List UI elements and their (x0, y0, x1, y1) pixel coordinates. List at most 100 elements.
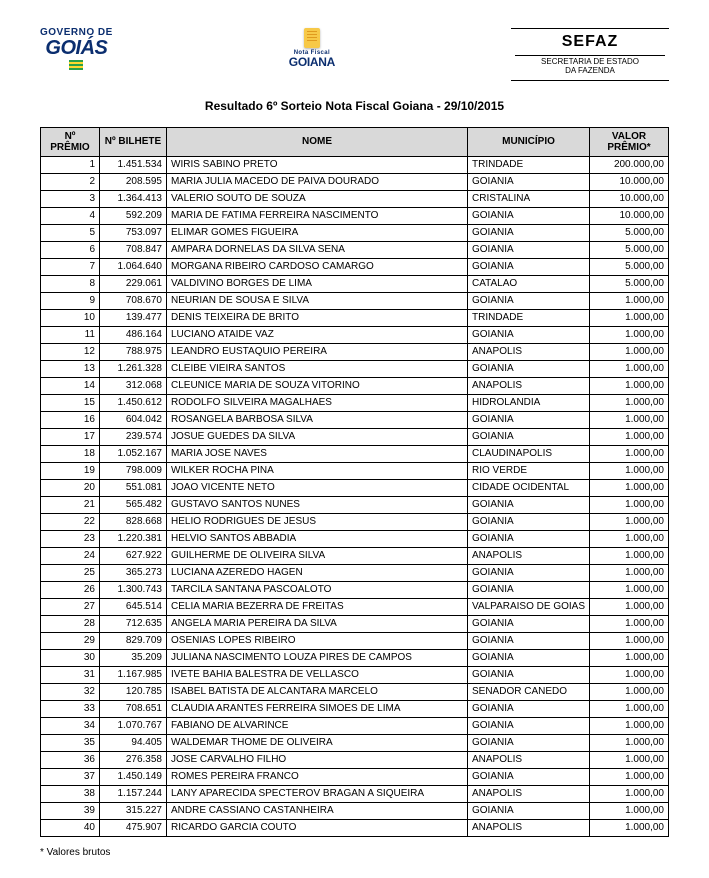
cell-num: 21 (41, 496, 100, 513)
cell-bilhete: 486.164 (100, 326, 167, 343)
cell-mun: GOIANIA (468, 326, 590, 343)
cell-bilhete: 208.595 (100, 173, 167, 190)
col-header-num: Nº PRÊMIO (41, 127, 100, 156)
cell-mun: GOIANIA (468, 717, 590, 734)
cell-valor: 1.000,00 (590, 530, 669, 547)
cell-nome: TARCILA SANTANA PASCOALOTO (167, 581, 468, 598)
cell-nome: MORGANA RIBEIRO CARDOSO CAMARGO (167, 258, 468, 275)
cell-mun: ANAPOLIS (468, 377, 590, 394)
col-header-mun: MUNICÍPIO (468, 127, 590, 156)
table-row: 19798.009WILKER ROCHA PINARIO VERDE1.000… (41, 462, 669, 479)
logo-left-line2: GOIÁS (45, 38, 107, 58)
table-body: 11.451.534WIRIS SABINO PRETOTRINDADE200.… (41, 156, 669, 836)
table-row: 181.052.167MARIA JOSE NAVESCLAUDINAPOLIS… (41, 445, 669, 462)
cell-num: 24 (41, 547, 100, 564)
sefaz-sub2: DA FAZENDA (515, 67, 665, 76)
cell-nome: ANGELA MARIA PEREIRA DA SILVA (167, 615, 468, 632)
table-row: 151.450.612RODOLFO SILVEIRA MAGALHAESHID… (41, 394, 669, 411)
cell-num: 34 (41, 717, 100, 734)
table-row: 311.167.985IVETE BAHIA BALESTRA DE VELLA… (41, 666, 669, 683)
table-row: 71.064.640MORGANA RIBEIRO CARDOSO CAMARG… (41, 258, 669, 275)
cell-num: 17 (41, 428, 100, 445)
cell-valor: 1.000,00 (590, 683, 669, 700)
cell-num: 2 (41, 173, 100, 190)
cell-nome: NEURIAN DE SOUSA E SILVA (167, 292, 468, 309)
table-row: 341.070.767FABIANO DE ALVARINCEGOIANIA1.… (41, 717, 669, 734)
cell-valor: 1.000,00 (590, 496, 669, 513)
cell-num: 12 (41, 343, 100, 360)
cell-bilhete: 1.364.413 (100, 190, 167, 207)
cell-num: 32 (41, 683, 100, 700)
cell-nome: ROMES PEREIRA FRANCO (167, 768, 468, 785)
cell-mun: RIO VERDE (468, 462, 590, 479)
cell-num: 27 (41, 598, 100, 615)
cell-bilhete: 828.668 (100, 513, 167, 530)
cell-valor: 1.000,00 (590, 462, 669, 479)
cell-nome: HELVIO SANTOS ABBADIA (167, 530, 468, 547)
cell-num: 14 (41, 377, 100, 394)
cell-bilhete: 1.220.381 (100, 530, 167, 547)
cell-bilhete: 475.907 (100, 819, 167, 836)
cell-num: 10 (41, 309, 100, 326)
cell-valor: 1.000,00 (590, 785, 669, 802)
cell-mun: ANAPOLIS (468, 343, 590, 360)
cell-mun: GOIANIA (468, 258, 590, 275)
cell-num: 39 (41, 802, 100, 819)
cell-num: 26 (41, 581, 100, 598)
table-row: 24627.922GUILHERME DE OLIVEIRA SILVAANAP… (41, 547, 669, 564)
cell-valor: 1.000,00 (590, 326, 669, 343)
cell-mun: GOIANIA (468, 666, 590, 683)
cell-valor: 1.000,00 (590, 428, 669, 445)
cell-mun: GOIANIA (468, 207, 590, 224)
cell-mun: ANAPOLIS (468, 785, 590, 802)
table-row: 371.450.149ROMES PEREIRA FRANCOGOIANIA1.… (41, 768, 669, 785)
col-header-bilhete: Nº BILHETE (100, 127, 167, 156)
cell-bilhete: 708.651 (100, 700, 167, 717)
cell-nome: WILKER ROCHA PINA (167, 462, 468, 479)
cell-nome: AMPARA DORNELAS DA SILVA SENA (167, 241, 468, 258)
cell-bilhete: 798.009 (100, 462, 167, 479)
cell-nome: IVETE BAHIA BALESTRA DE VELLASCO (167, 666, 468, 683)
cell-valor: 1.000,00 (590, 666, 669, 683)
cell-valor: 10.000,00 (590, 207, 669, 224)
cell-num: 40 (41, 819, 100, 836)
cell-mun: GOIANIA (468, 513, 590, 530)
cell-mun: GOIANIA (468, 615, 590, 632)
cell-num: 3 (41, 190, 100, 207)
cell-valor: 1.000,00 (590, 394, 669, 411)
table-row: 11.451.534WIRIS SABINO PRETOTRINDADE200.… (41, 156, 669, 173)
cell-valor: 10.000,00 (590, 173, 669, 190)
cell-num: 23 (41, 530, 100, 547)
cell-mun: TRINDADE (468, 156, 590, 173)
cell-nome: JOSUE GUEDES DA SILVA (167, 428, 468, 445)
cell-nome: ANDRE CASSIANO CASTANHEIRA (167, 802, 468, 819)
cell-valor: 1.000,00 (590, 547, 669, 564)
cell-bilhete: 1.300.743 (100, 581, 167, 598)
cell-valor: 1.000,00 (590, 292, 669, 309)
cell-valor: 1.000,00 (590, 581, 669, 598)
cell-bilhete: 1.070.767 (100, 717, 167, 734)
cell-valor: 1.000,00 (590, 649, 669, 666)
table-row: 6708.847AMPARA DORNELAS DA SILVA SENAGOI… (41, 241, 669, 258)
cell-nome: RICARDO GARCIA COUTO (167, 819, 468, 836)
cell-bilhete: 1.450.149 (100, 768, 167, 785)
cell-bilhete: 1.451.534 (100, 156, 167, 173)
cell-nome: VALDIVINO BORGES DE LIMA (167, 275, 468, 292)
cell-nome: RODOLFO SILVEIRA MAGALHAES (167, 394, 468, 411)
cell-mun: GOIANIA (468, 700, 590, 717)
logo-nota-fiscal-goiana: Nota Fiscal GOIANA (289, 28, 335, 68)
table-row: 20551.081JOAO VICENTE NETOCIDADE OCIDENT… (41, 479, 669, 496)
cell-bilhete: 708.847 (100, 241, 167, 258)
cell-bilhete: 604.042 (100, 411, 167, 428)
cell-bilhete: 565.482 (100, 496, 167, 513)
goias-flag-icon (69, 60, 83, 70)
cell-nome: WIRIS SABINO PRETO (167, 156, 468, 173)
cell-mun: VALPARAISO DE GOIAS (468, 598, 590, 615)
cell-num: 18 (41, 445, 100, 462)
cell-num: 4 (41, 207, 100, 224)
cell-valor: 1.000,00 (590, 819, 669, 836)
table-row: 14312.068CLEUNICE MARIA DE SOUZA VITORIN… (41, 377, 669, 394)
table-row: 2208.595MARIA JULIA MACEDO DE PAIVA DOUR… (41, 173, 669, 190)
cell-mun: CIDADE OCIDENTAL (468, 479, 590, 496)
cell-nome: CLAUDIA ARANTES FERREIRA SIMOES DE LIMA (167, 700, 468, 717)
